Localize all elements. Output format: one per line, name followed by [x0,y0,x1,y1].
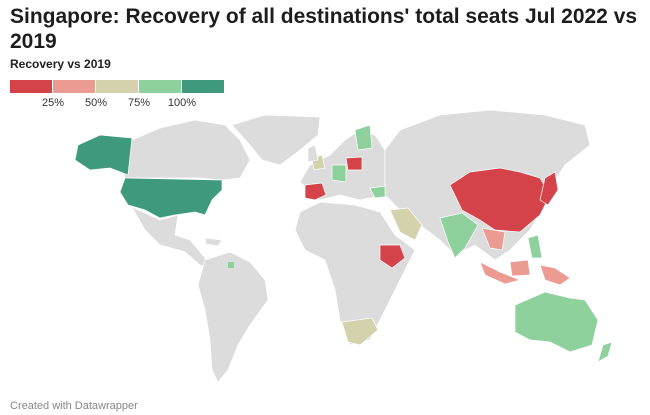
region [74,134,133,176]
land [119,119,251,181]
land [231,114,321,166]
land [307,144,319,163]
region [119,177,223,219]
region [389,207,423,241]
region [597,341,613,363]
region [228,262,234,268]
legend: 25% 50% 75% 100% [10,80,224,109]
land [197,251,269,383]
region [341,317,379,346]
legend-swatch [96,80,138,93]
title: Singapore: Recovery of all destinations'… [10,5,638,53]
region [379,244,406,269]
region [539,264,571,286]
land [294,201,416,346]
land [204,237,223,247]
region [481,227,506,251]
region [527,234,543,259]
land [131,206,213,271]
legend-label: 75% [128,97,150,109]
legend-swatch [10,80,52,93]
region [514,291,599,353]
legend-swatch [139,80,181,93]
legend-label: 25% [42,97,64,109]
region [439,212,479,259]
footer: Created with Datawrapper [10,400,138,412]
legend-label: 100% [168,97,196,109]
region [354,124,373,151]
legend-title: Recovery vs 2019 [10,57,111,71]
region [509,259,531,277]
region [479,261,522,285]
region [539,171,559,206]
legend-swatch [53,80,95,93]
legend-swatch [182,80,224,93]
region [449,167,551,233]
region [345,156,363,171]
legend-label: 50% [85,97,107,109]
world [74,109,613,383]
region [304,182,327,201]
region [331,164,347,183]
